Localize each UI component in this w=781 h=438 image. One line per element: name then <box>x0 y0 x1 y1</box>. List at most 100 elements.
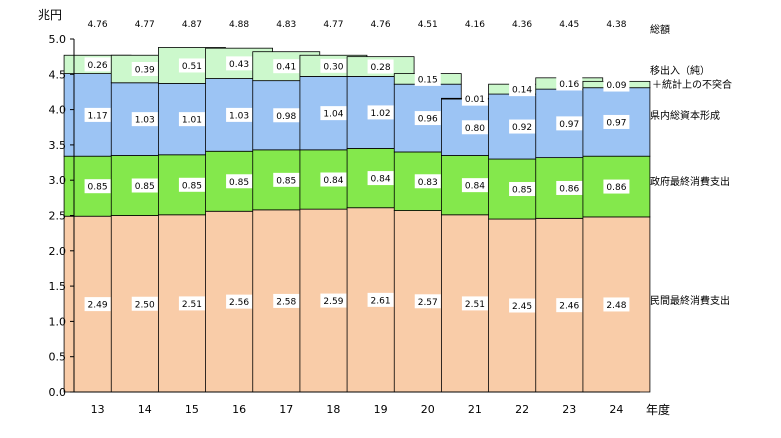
data-label-box <box>226 174 253 189</box>
x-tick-label-19: 19 <box>374 403 388 416</box>
total-label-16: 4.88 <box>229 20 249 30</box>
data-label-box <box>556 76 583 91</box>
data-label-16-series-3: 0.43 <box>229 60 249 70</box>
legend-total: 総額 <box>650 25 670 36</box>
data-label-14-series-0: 2.50 <box>135 300 155 310</box>
y-axis-unit-label: 兆円 <box>38 8 63 22</box>
data-label-19-series-2: 1.02 <box>371 109 391 119</box>
data-label-box <box>273 293 300 308</box>
data-label-21-series-1: 0.84 <box>465 182 485 192</box>
total-label-17: 4.83 <box>276 20 296 30</box>
data-label-20-series-3: 0.15 <box>418 75 438 85</box>
data-label-box <box>461 296 488 311</box>
data-label-box <box>414 71 441 86</box>
data-label-19-series-1: 0.84 <box>371 175 391 185</box>
y-tick-label-0.0: 0.0 <box>49 386 67 399</box>
total-label-19: 4.76 <box>371 20 391 30</box>
data-label-14-series-3: 0.39 <box>135 66 155 76</box>
y-tick-label-2.0: 2.0 <box>49 245 67 258</box>
x-tick-label-14: 14 <box>138 403 152 416</box>
data-label-box <box>320 293 347 308</box>
axes-layer: 13 14 15 16 17 18 19 20 21 22 23 24 0.0 0.5 1.0 1.5 2.0 2… <box>49 33 640 416</box>
label-layer: 2.49 0.85 1.17 0.26 4.76 2.50 0.85 1.03 0.39 4.77… <box>84 20 630 313</box>
data-label-box <box>556 298 583 313</box>
data-label-box <box>178 58 205 73</box>
total-label-22: 4.36 <box>512 20 532 30</box>
data-label-21-series-2: 0.80 <box>465 124 485 134</box>
data-label-16-series-1: 0.85 <box>229 178 249 188</box>
data-label-box <box>509 182 536 197</box>
data-label-24-series-0: 2.48 <box>606 301 626 311</box>
data-label-15-series-2: 1.01 <box>182 116 202 126</box>
data-label-20-series-1: 0.83 <box>418 178 438 188</box>
data-label-13-series-3: 0.26 <box>88 61 108 71</box>
total-label-13: 4.76 <box>88 20 108 30</box>
data-label-box <box>367 105 394 120</box>
x-tick-label-16: 16 <box>232 403 246 416</box>
legend-net-exports-line1: 移出入（純） <box>650 66 710 77</box>
x-tick-label-24: 24 <box>609 403 623 416</box>
data-label-23-series-3: 0.16 <box>559 80 579 90</box>
data-label-box <box>178 112 205 127</box>
data-label-box <box>273 172 300 187</box>
data-label-16-series-0: 2.56 <box>229 298 249 308</box>
data-label-22-series-2: 0.92 <box>512 123 532 133</box>
data-label-14-series-2: 1.03 <box>135 116 155 126</box>
y-tick-label-4.0: 4.0 <box>49 104 67 117</box>
data-label-box <box>556 116 583 131</box>
data-label-box <box>84 57 111 72</box>
data-label-box <box>226 56 253 71</box>
data-label-box <box>414 111 441 126</box>
data-label-24-series-3: 0.09 <box>606 81 626 91</box>
data-label-box <box>178 177 205 192</box>
data-label-16-series-2: 1.03 <box>229 111 249 121</box>
data-label-box <box>320 106 347 121</box>
data-label-box <box>603 297 630 312</box>
data-label-13-series-0: 2.49 <box>88 301 108 311</box>
data-label-box <box>178 296 205 311</box>
data-label-box <box>509 298 536 313</box>
data-label-18-series-3: 0.30 <box>323 62 343 72</box>
legend-capital-formation: 県内総資本形成 <box>650 111 720 122</box>
data-label-box <box>84 179 111 194</box>
data-label-box <box>131 296 158 311</box>
y-tick-label-4.5: 4.5 <box>49 68 67 81</box>
data-label-box <box>603 77 630 92</box>
data-label-23-series-1: 0.86 <box>559 184 579 194</box>
y-tick-label-3.0: 3.0 <box>49 174 67 187</box>
data-label-20-series-0: 2.57 <box>418 298 438 308</box>
data-label-17-series-3: 0.41 <box>276 63 296 73</box>
data-label-22-series-1: 0.85 <box>512 186 532 196</box>
data-label-box <box>367 171 394 186</box>
data-label-17-series-1: 0.85 <box>276 176 296 186</box>
total-label-21: 4.16 <box>465 20 485 30</box>
x-tick-label-15: 15 <box>185 403 199 416</box>
y-tick-label-5.0: 5.0 <box>49 33 67 46</box>
data-label-17-series-2: 0.98 <box>276 112 296 122</box>
data-label-box <box>226 294 253 309</box>
data-label-box <box>461 178 488 193</box>
data-label-21-series-0: 2.51 <box>465 300 485 310</box>
x-axis-title: 年度 <box>646 403 671 417</box>
total-label-24: 4.38 <box>606 20 626 30</box>
data-label-23-series-2: 0.97 <box>559 120 579 130</box>
x-tick-label-22: 22 <box>515 403 529 416</box>
data-label-15-series-3: 0.51 <box>182 62 202 72</box>
data-label-box <box>367 292 394 307</box>
data-label-box <box>509 119 536 134</box>
data-label-box <box>509 82 536 97</box>
x-tick-label-23: 23 <box>562 403 576 416</box>
data-label-box <box>603 179 630 194</box>
data-label-box <box>461 91 488 106</box>
data-label-19-series-3: 0.28 <box>371 63 391 73</box>
y-tick-label-1.0: 1.0 <box>49 315 67 328</box>
y-tick-label-3.5: 3.5 <box>49 139 67 152</box>
data-label-14-series-1: 0.85 <box>135 182 155 192</box>
y-tick-label-2.5: 2.5 <box>49 210 67 223</box>
data-label-23-series-0: 2.46 <box>559 302 579 312</box>
data-label-box <box>320 172 347 187</box>
x-tick-label-18: 18 <box>326 403 340 416</box>
data-label-box <box>367 59 394 74</box>
x-tick-label-21: 21 <box>468 403 482 416</box>
